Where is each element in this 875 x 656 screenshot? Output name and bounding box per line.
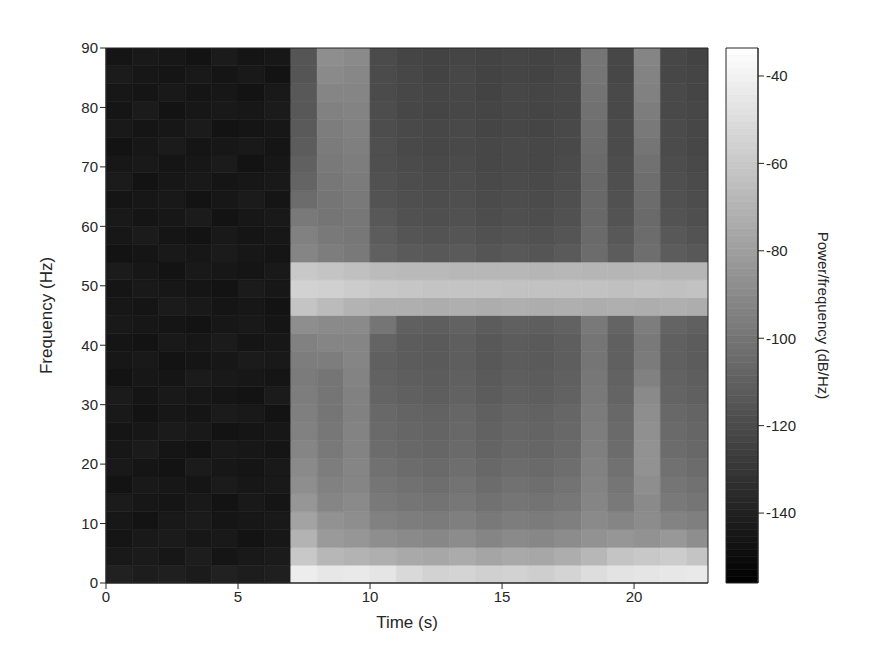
svg-text:15: 15	[494, 588, 511, 605]
svg-text:10: 10	[81, 515, 98, 532]
svg-text:30: 30	[81, 396, 98, 413]
svg-text:20: 20	[626, 588, 643, 605]
svg-text:-100: -100	[766, 330, 796, 347]
svg-text:Frequency (Hz): Frequency (Hz)	[37, 257, 56, 374]
svg-text:0: 0	[90, 574, 98, 591]
svg-text:20: 20	[81, 455, 98, 472]
svg-text:50: 50	[81, 277, 98, 294]
svg-text:Time (s): Time (s)	[376, 613, 438, 632]
svg-text:70: 70	[81, 158, 98, 175]
svg-text:90: 90	[81, 39, 98, 56]
svg-text:-140: -140	[766, 504, 796, 521]
svg-text:60: 60	[81, 218, 98, 235]
svg-text:10: 10	[362, 588, 379, 605]
svg-text:80: 80	[81, 99, 98, 116]
svg-text:0: 0	[102, 588, 110, 605]
svg-text:5: 5	[234, 588, 242, 605]
svg-text:-80: -80	[766, 242, 788, 259]
svg-text:Power/frequency (dB/Hz): Power/frequency (dB/Hz)	[815, 232, 832, 400]
svg-text:-120: -120	[766, 417, 796, 434]
svg-text:40: 40	[81, 337, 98, 354]
svg-text:-60: -60	[766, 155, 788, 172]
svg-text:-40: -40	[766, 67, 788, 84]
